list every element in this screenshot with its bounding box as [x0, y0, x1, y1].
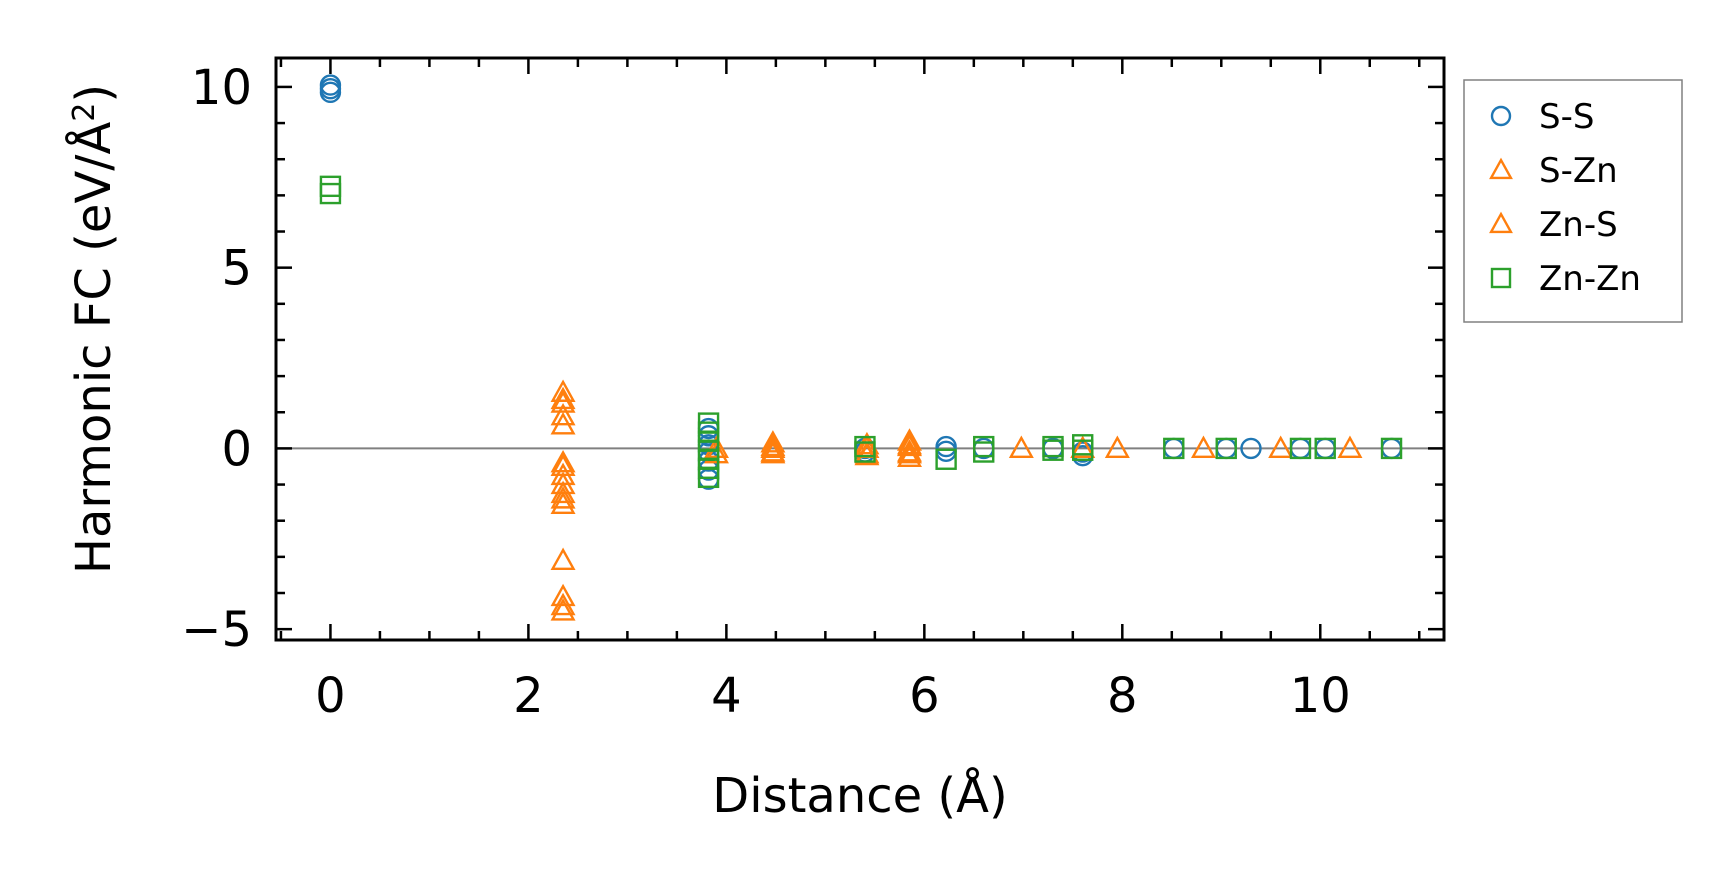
s-s-point	[935, 440, 957, 463]
y-tick-label: 5	[221, 241, 252, 297]
zn-s-point	[550, 402, 576, 426]
legend-marker-zn-s	[1489, 211, 1513, 234]
zn-zn-point	[1215, 437, 1237, 460]
zn-s-point	[897, 431, 922, 455]
zn-zn-point	[697, 466, 720, 489]
zn-s-point	[760, 439, 786, 462]
zn-s-point	[760, 433, 786, 457]
x-tick-label: 8	[1107, 668, 1138, 724]
zn-s-point	[1337, 435, 1363, 458]
s-zn-point	[550, 379, 576, 402]
x-tick-label: 10	[1290, 668, 1351, 724]
zn-zn-point	[1163, 437, 1185, 460]
s-s-point	[1240, 437, 1262, 460]
zn-zn-point	[935, 448, 957, 470]
zn-s-point	[897, 440, 922, 464]
s-zn-point	[550, 390, 576, 413]
zn-zn-point	[973, 441, 995, 463]
y-axis-title-superscript: 2	[67, 103, 102, 122]
s-zn-point	[1268, 435, 1294, 458]
zn-zn-point	[1314, 437, 1336, 460]
y-axis-title: Harmonic FC (eV/Å2)	[65, 84, 122, 574]
s-zn-point	[897, 428, 922, 451]
zn-s-point	[550, 386, 576, 410]
zn-zn-point	[319, 175, 342, 198]
zn-zn-point	[319, 182, 342, 205]
x-tick-label: 6	[909, 668, 940, 724]
legend-marker-s-s	[1490, 105, 1512, 127]
legend-box	[1463, 79, 1683, 323]
zn-zn-point	[1380, 437, 1403, 460]
s-zn-point	[703, 440, 729, 464]
legend-label-zn-zn: Zn-Zn	[1539, 259, 1641, 299]
y-axis-title-close: )	[66, 84, 122, 103]
s-zn-point	[550, 547, 576, 571]
legend-label-s-s: S-S	[1539, 97, 1594, 137]
zn-zn-point	[1289, 437, 1312, 460]
s-zn-point	[550, 491, 576, 515]
x-tick-label: 4	[711, 668, 742, 724]
zn-s-point	[1070, 435, 1096, 458]
zn-zn-point	[1042, 439, 1064, 461]
s-zn-point	[550, 449, 576, 473]
zn-s-point	[550, 471, 576, 495]
tick-labels: 0 2 4 6 8 10 −5 0 5 10	[181, 60, 1351, 724]
s-zn-point	[854, 431, 880, 455]
legend-marker-s-zn	[1489, 157, 1513, 180]
legend: S-S S-Zn Zn-S Zn-Zn	[1463, 79, 1683, 323]
data-markers	[319, 74, 1403, 621]
zn-s-point	[854, 442, 880, 466]
s-zn-point	[1008, 435, 1034, 458]
s-s-point	[935, 435, 957, 458]
s-zn-point	[897, 444, 922, 468]
zn-s-point	[550, 486, 576, 509]
s-zn-point	[550, 598, 576, 621]
x-axis-title: Distance (Å)	[712, 767, 1007, 824]
zn-zn-point	[854, 441, 876, 463]
axis-ticks	[276, 58, 1444, 640]
y-axis-title-main: Harmonic FC (eV/Å	[65, 122, 122, 575]
axes-frame	[274, 56, 1446, 642]
legend-label-zn-s: Zn-S	[1539, 205, 1618, 245]
s-zn-point	[550, 583, 576, 607]
x-tick-label: 0	[315, 668, 346, 724]
s-zn-point	[1190, 435, 1216, 458]
zn-zn-point	[1072, 439, 1094, 461]
s-zn-point	[760, 430, 786, 453]
x-tick-label: 2	[513, 668, 544, 724]
legend-label-s-zn: S-Zn	[1539, 151, 1618, 191]
s-s-point	[319, 81, 342, 104]
y-tick-label: 0	[221, 421, 252, 477]
y-tick-label: −5	[181, 602, 252, 658]
s-zn-point	[1104, 435, 1130, 458]
legend-marker-zn-zn	[1490, 267, 1512, 289]
zn-s-point	[550, 592, 576, 616]
y-tick-label: 10	[191, 60, 252, 116]
s-zn-point	[703, 435, 729, 458]
